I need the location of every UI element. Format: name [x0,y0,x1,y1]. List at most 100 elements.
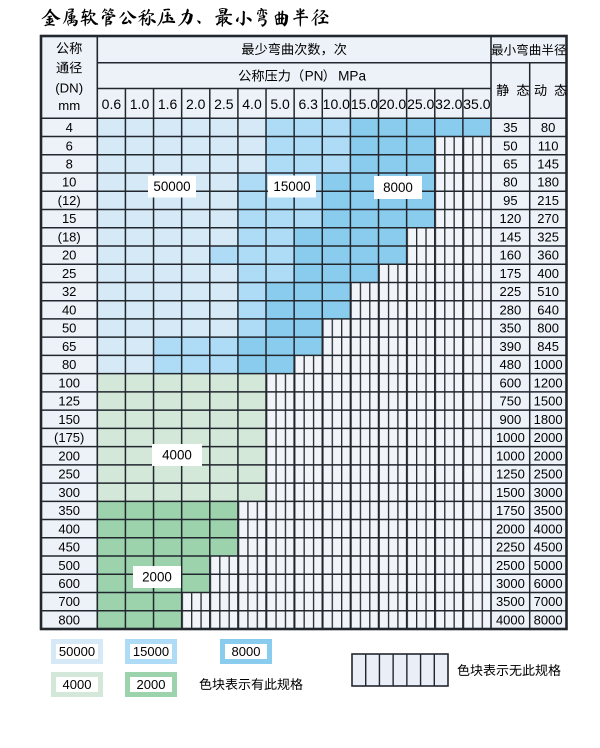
svg-text:1.6: 1.6 [158,96,178,112]
svg-text:225: 225 [500,284,522,299]
svg-text:1.0: 1.0 [130,96,150,112]
svg-text:3500: 3500 [496,594,525,609]
svg-text:800: 800 [537,321,559,336]
svg-text:7000: 7000 [534,594,563,609]
svg-text:2.0: 2.0 [186,96,206,112]
svg-text:350: 350 [58,503,80,518]
svg-text:3000: 3000 [534,485,563,500]
svg-text:800: 800 [58,613,80,628]
svg-text:2500: 2500 [534,467,563,482]
svg-text:1750: 1750 [496,503,525,518]
svg-text:1000: 1000 [496,448,525,463]
svg-text:3500: 3500 [534,503,563,518]
svg-text:280: 280 [500,302,522,317]
svg-text:700: 700 [58,594,80,609]
svg-text:8000: 8000 [232,644,261,659]
svg-text:32.0: 32.0 [435,96,462,112]
svg-text:4000: 4000 [162,448,192,463]
svg-text:1000: 1000 [496,430,525,445]
svg-text:390: 390 [500,339,522,354]
svg-text:845: 845 [537,339,559,354]
svg-text:25: 25 [62,266,76,281]
svg-text:4: 4 [66,120,73,135]
svg-text:40: 40 [62,302,76,317]
svg-text:80: 80 [541,120,555,135]
svg-text:480: 480 [500,357,522,372]
svg-text:145: 145 [537,157,559,172]
svg-text:900: 900 [500,412,522,427]
svg-text:25.0: 25.0 [407,96,434,112]
svg-text:15.0: 15.0 [351,96,378,112]
svg-text:1500: 1500 [496,485,525,500]
svg-text:5000: 5000 [534,558,563,573]
svg-text:65: 65 [62,339,76,354]
svg-text:4000: 4000 [496,613,525,628]
svg-text:50000: 50000 [153,179,190,194]
svg-text:10.0: 10.0 [323,96,350,112]
svg-text:80: 80 [503,175,517,190]
svg-text:600: 600 [58,576,80,591]
svg-text:MPa: MPa [338,69,366,84]
svg-text:1000: 1000 [534,357,563,372]
svg-text:400: 400 [58,521,80,536]
svg-text:4000: 4000 [63,677,92,692]
svg-text:640: 640 [537,302,559,317]
svg-text:10: 10 [62,175,76,190]
svg-text:125: 125 [58,394,80,409]
svg-text:(DN): (DN) [55,81,83,96]
svg-text:1500: 1500 [534,394,563,409]
svg-text:1800: 1800 [534,412,563,427]
svg-text:2500: 2500 [496,558,525,573]
svg-text:450: 450 [58,540,80,555]
svg-text:270: 270 [537,211,559,226]
svg-text:20.0: 20.0 [379,96,406,112]
svg-text:360: 360 [537,248,559,263]
svg-text:(175): (175) [54,430,84,445]
svg-text:50000: 50000 [59,644,95,659]
svg-text:200: 200 [58,448,80,463]
svg-text:145: 145 [500,230,522,245]
svg-text:50: 50 [62,321,76,336]
svg-text:6000: 6000 [534,576,563,591]
svg-text:(12): (12) [58,193,81,208]
svg-text:2250: 2250 [496,540,525,555]
svg-text:6.3: 6.3 [298,96,318,112]
svg-text:160: 160 [500,248,522,263]
svg-text:2.5: 2.5 [214,96,234,112]
svg-text:35.0: 35.0 [463,96,490,112]
svg-text:0.6: 0.6 [102,96,122,112]
svg-text:2000: 2000 [496,521,525,536]
svg-text:2000: 2000 [534,430,563,445]
svg-text:180: 180 [537,175,559,190]
svg-text:4000: 4000 [534,521,563,536]
svg-text:150: 150 [58,412,80,427]
svg-text:6: 6 [66,138,73,153]
svg-text:1200: 1200 [534,375,563,390]
svg-text:300: 300 [58,485,80,500]
svg-text:350: 350 [500,321,522,336]
svg-text:215: 215 [537,193,559,208]
svg-text:8000: 8000 [383,180,413,195]
svg-text:110: 110 [538,138,559,153]
svg-text:175: 175 [500,266,522,281]
svg-text:15000: 15000 [273,179,310,194]
svg-text:PN: PN [305,69,324,84]
svg-text:35: 35 [503,120,517,135]
svg-text:80: 80 [62,357,76,372]
svg-text:95: 95 [503,193,517,208]
svg-text:2000: 2000 [137,677,166,692]
svg-text:2000: 2000 [534,448,563,463]
svg-text:65: 65 [503,157,517,172]
svg-text:32: 32 [62,284,76,299]
svg-text:8: 8 [66,157,73,172]
svg-text:8000: 8000 [534,613,563,628]
svg-text:4.0: 4.0 [242,96,262,112]
svg-text:15: 15 [62,211,76,226]
svg-text:15000: 15000 [133,644,169,659]
svg-text:600: 600 [500,375,522,390]
svg-text:2000: 2000 [142,570,172,585]
svg-text:20: 20 [62,248,76,263]
svg-text:3000: 3000 [496,576,525,591]
svg-text:750: 750 [500,394,522,409]
svg-text:500: 500 [58,558,80,573]
